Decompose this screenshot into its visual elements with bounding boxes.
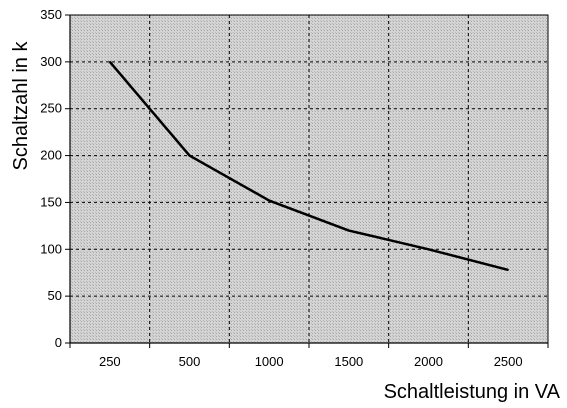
data-point — [507, 269, 509, 271]
y-tick-label: 200 — [40, 148, 62, 163]
data-point — [348, 229, 350, 232]
y-tick-label: 250 — [40, 101, 62, 116]
x-tick-label: 2000 — [414, 354, 443, 369]
data-series — [108, 61, 509, 272]
y-tick-label: 0 — [55, 335, 62, 350]
x-tick-label: 500 — [179, 354, 201, 369]
y-tick-label: 50 — [48, 288, 62, 303]
y-tick-label: 150 — [40, 194, 62, 209]
data-point — [427, 248, 430, 251]
data-line — [108, 61, 509, 272]
y-tick-label: 300 — [40, 54, 62, 69]
y-tick-labels: 0 50 100 150 200 250 300 350 — [40, 7, 62, 350]
x-tick-label: 2500 — [494, 354, 523, 369]
gridlines — [70, 15, 548, 343]
y-axis-title: Schaltzahl in k — [10, 41, 32, 171]
data-point — [109, 61, 111, 63]
axes — [65, 14, 549, 348]
y-tick-label: 350 — [40, 7, 62, 22]
x-tick-label: 1000 — [255, 354, 284, 369]
y-tick-label: 100 — [40, 241, 62, 256]
data-point — [188, 154, 191, 157]
x-tick-label: 1500 — [334, 354, 363, 369]
x-axis-title: Schaltleistung in VA — [384, 381, 561, 403]
x-tick-labels: 250 500 1000 1500 2000 2500 — [99, 354, 523, 369]
data-point — [268, 199, 270, 202]
x-tick-label: 250 — [99, 354, 121, 369]
